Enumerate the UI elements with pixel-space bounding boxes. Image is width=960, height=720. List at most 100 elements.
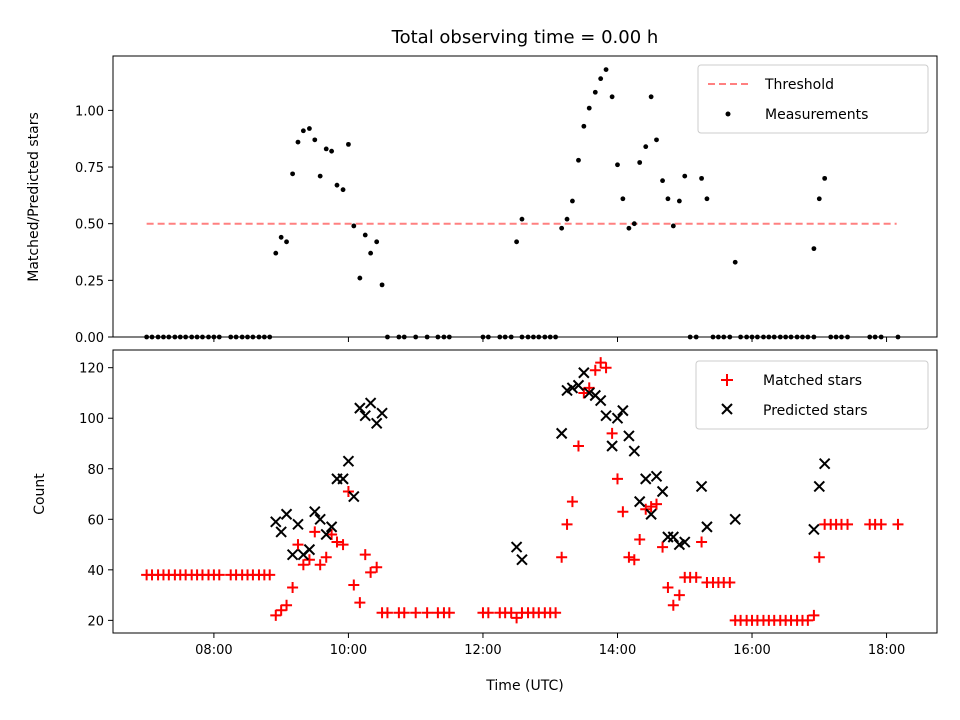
data-point — [368, 250, 374, 256]
data-point — [729, 513, 741, 526]
count-panel: Count Time (UTC) 08:00 10:00 12:00 14:00 16:… — [32, 349, 938, 694]
data-point — [704, 196, 710, 202]
y-tick-label: 20 — [87, 614, 104, 629]
data-point — [320, 551, 332, 563]
data-point — [570, 198, 575, 204]
data-point — [410, 607, 422, 619]
data-point — [603, 67, 609, 72]
data-point — [572, 440, 584, 452]
data-point — [648, 94, 654, 100]
data-point — [292, 518, 304, 531]
data-point — [320, 528, 332, 541]
data-point — [371, 561, 383, 573]
y-tick-label: 80 — [87, 463, 104, 478]
data-point — [314, 559, 326, 571]
y-tick-label: 40 — [87, 564, 104, 579]
data-point — [555, 427, 568, 440]
data-point — [609, 94, 615, 100]
legend-measurements-label: Measurements — [765, 107, 868, 123]
data-point — [576, 157, 581, 163]
data-point — [589, 364, 601, 376]
data-point — [334, 182, 340, 188]
data-point — [559, 225, 565, 231]
data-point — [650, 470, 663, 483]
data-point — [842, 518, 854, 530]
data-point — [592, 89, 598, 95]
data-point — [303, 543, 316, 556]
legend: Matched stars Predicted stars — [695, 360, 929, 430]
x-axis-label: Time (UTC) — [485, 678, 563, 694]
data-point — [640, 503, 652, 515]
data-point — [329, 148, 335, 154]
data-point — [670, 223, 676, 229]
data-point — [598, 76, 604, 82]
data-point — [516, 554, 528, 566]
data-point — [634, 534, 646, 546]
data-point — [297, 559, 309, 571]
data-point — [583, 387, 595, 399]
y-tick-label: 0.00 — [75, 331, 104, 346]
legend-matched-swatch — [721, 374, 733, 386]
data-point — [482, 607, 494, 619]
data-point — [300, 128, 306, 134]
y-tick-label: 100 — [79, 412, 104, 427]
data-point — [362, 232, 368, 238]
data-point — [657, 541, 669, 553]
data-point — [628, 445, 641, 457]
data-point — [586, 105, 592, 111]
data-point — [309, 526, 321, 538]
data-point — [818, 457, 831, 470]
data-point — [822, 175, 828, 181]
chart-title: Total observing time = 0.00 h — [391, 27, 659, 48]
data-point — [643, 144, 649, 150]
legend-predicted-label: Predicted stars — [763, 403, 868, 419]
data-point — [626, 225, 632, 231]
data-point — [303, 554, 315, 566]
data-point — [342, 455, 355, 467]
data-point — [421, 607, 433, 619]
data-point — [595, 357, 607, 369]
data-point — [566, 496, 578, 508]
legend-box — [695, 360, 929, 430]
data-point — [346, 141, 351, 147]
data-point — [376, 407, 388, 419]
data-point — [317, 173, 323, 179]
data-point — [398, 607, 410, 619]
data-point — [631, 221, 637, 227]
data-point — [564, 216, 570, 222]
data-point — [331, 536, 343, 548]
data-point — [611, 412, 624, 424]
ratio-panel: Total observing time = 0.00 h Matched/Pr… — [26, 27, 938, 346]
data-point — [357, 275, 363, 281]
data-point — [286, 548, 299, 561]
data-point — [348, 490, 360, 503]
data-point — [696, 536, 708, 548]
data-point — [645, 501, 657, 513]
data-point — [351, 223, 357, 229]
y-tick-label: 0.25 — [75, 274, 104, 289]
y-axis-label: Matched/Predicted stars — [26, 112, 42, 282]
data-point — [374, 239, 380, 245]
data-point — [600, 362, 612, 374]
data-point — [505, 607, 517, 619]
y-tick-label: 1.00 — [75, 104, 104, 119]
data-point — [359, 409, 371, 422]
legend-box — [697, 64, 929, 134]
data-point — [695, 480, 708, 493]
data-point — [816, 196, 822, 202]
data-point — [270, 609, 282, 621]
data-point — [578, 367, 590, 379]
data-point — [645, 508, 657, 520]
data-point — [892, 518, 904, 530]
data-point — [875, 518, 887, 530]
data-point — [561, 518, 573, 530]
data-point — [379, 282, 385, 288]
data-point — [312, 137, 318, 143]
data-point — [325, 521, 338, 533]
data-point — [307, 126, 312, 131]
data-point — [620, 196, 626, 202]
data-point — [606, 427, 618, 439]
data-point — [690, 571, 702, 583]
data-point — [637, 160, 643, 165]
data-point — [326, 528, 338, 540]
